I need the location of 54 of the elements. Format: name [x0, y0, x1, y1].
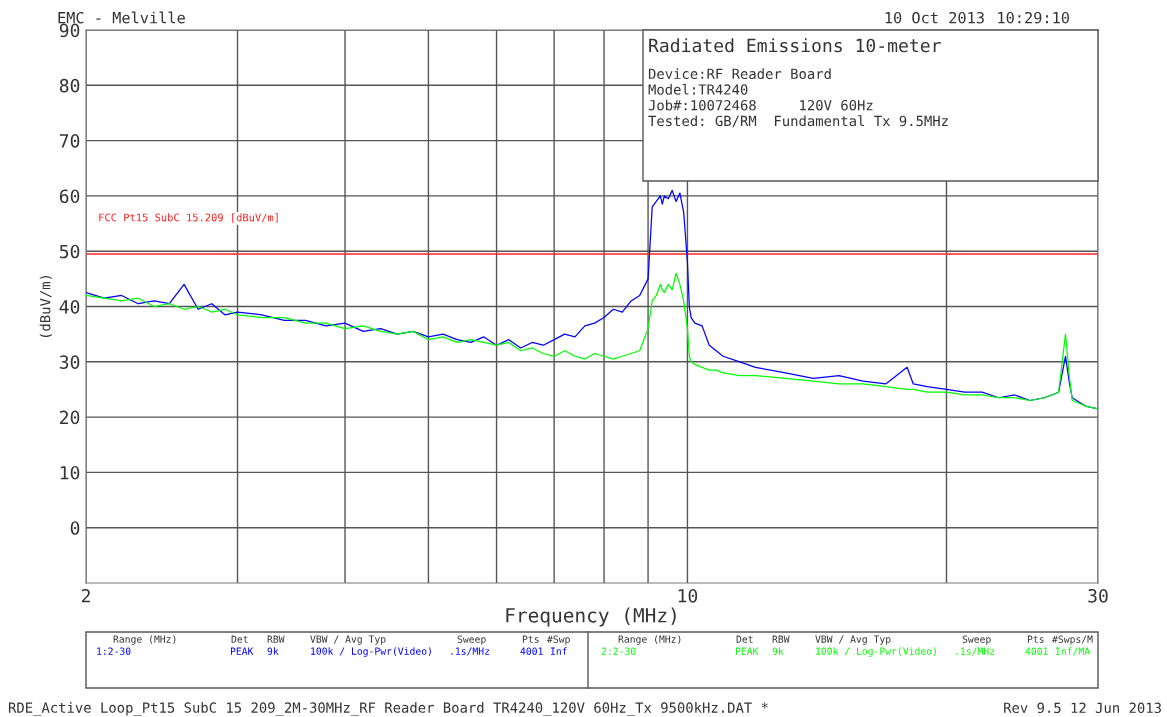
text: RBW [267, 635, 285, 643]
text: Pts [522, 635, 539, 643]
annotation: Job#:10072468 120V 60Hz [648, 99, 873, 111]
text: #Swp [547, 635, 570, 645]
text: 10:29:10 [998, 11, 1070, 24]
text: VBW / Avg Typ [310, 635, 386, 645]
text: Sweep [962, 635, 991, 645]
text: 100k / Log-Pwr(Video) [311, 647, 431, 657]
chart-title: Radiated Emissions 10-meter [649, 38, 941, 53]
text: 4001 [520, 647, 543, 655]
text: 2:2-30 [601, 647, 636, 655]
y-tick-label: 10 [60, 465, 80, 480]
text: PEAK [735, 647, 759, 655]
text: VBW / Avg Typ [815, 635, 891, 645]
y-tick-label: 30 [59, 355, 80, 369]
text: 1:2-30 [97, 647, 131, 655]
y-tick-label: 90 [59, 23, 80, 38]
text: .1s/MHz [956, 647, 995, 656]
y-tick-label: 50 [59, 244, 80, 259]
text: Range (MHz) [618, 635, 681, 645]
text: 9k [772, 647, 784, 655]
text: Range (MHz) [113, 635, 176, 645]
text: PEAK [230, 647, 254, 655]
y-tick-label: 0 [70, 521, 80, 535]
x-axis-title: Frequency (MHz) [506, 607, 676, 627]
annotation: Tested: GB/RM Fundamental Tx 9.5MHz [648, 115, 948, 128]
text: Sweep [457, 635, 486, 645]
y-tick-label: 60 [59, 189, 80, 204]
text: RDE_Active Loop_Pt15 SubC 15 209_2M-30MHz_RF Reader Board TR4240_120V 60Hz_Tx 9500kHz.DAT * [8, 702, 768, 716]
ref-line-label: FCC Pt15 SubC 15.209 [dBuV/m] [99, 213, 278, 223]
text: Pts [1027, 635, 1044, 643]
annotation: Device:RF Reader Board [648, 68, 831, 80]
y-tick-label: 80 [59, 78, 80, 93]
x-tick-label: 10 [678, 588, 698, 603]
text: 10 Oct 2013 [885, 11, 984, 24]
x-tick-label: 2 [81, 588, 90, 603]
x-tick-label: 30 [1088, 588, 1108, 603]
y-tick-label: 20 [60, 410, 80, 425]
annotation: Model:TR4240 [648, 83, 748, 95]
text: Inf [550, 647, 567, 655]
text: Det [736, 635, 753, 643]
y-tick-label: 40 [59, 300, 80, 314]
text: Rev 9.5 12 Jun 2013 [1004, 702, 1161, 714]
text: Det [231, 635, 248, 643]
y-axis-title: (dBuV/m) [39, 275, 53, 338]
text: RBW [772, 635, 790, 643]
y-tick-label: 70 [59, 134, 80, 148]
text: 9k [267, 647, 279, 655]
text: 4001 [1025, 647, 1048, 655]
text: .1s/MHz [451, 647, 490, 656]
text: Inf/MA [1055, 647, 1090, 656]
text: #Swps/M [1052, 635, 1093, 645]
text: EMC - Melville [58, 11, 185, 24]
text: 100k / Log-Pwr(Video) [816, 647, 936, 657]
